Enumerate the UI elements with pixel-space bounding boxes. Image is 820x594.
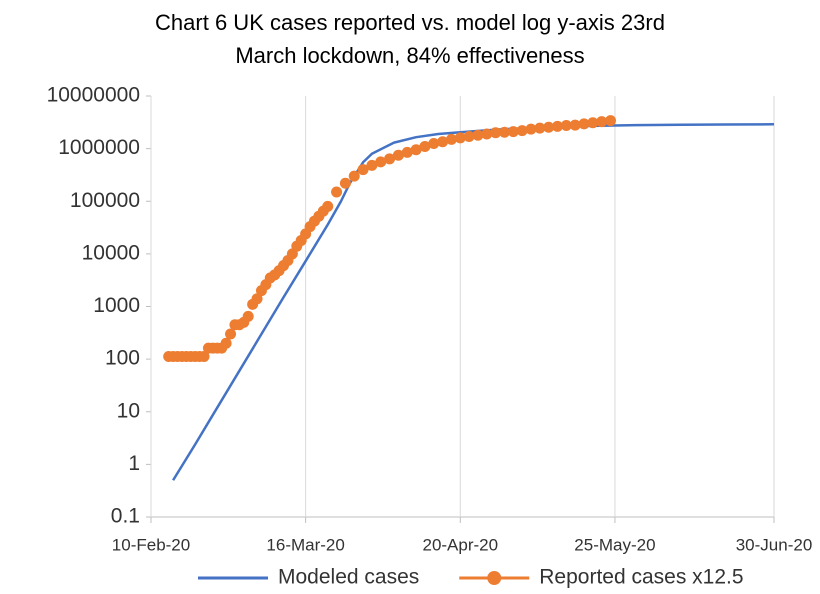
y-tick-label: 1 bbox=[128, 452, 140, 475]
data-point bbox=[428, 138, 440, 150]
data-point bbox=[366, 159, 378, 171]
legend-item: Reported cases x12.5 bbox=[459, 566, 744, 589]
y-tick-label: 10000000 bbox=[47, 84, 140, 107]
data-point bbox=[454, 132, 466, 144]
data-point bbox=[569, 119, 581, 131]
y-tick-label: 100000 bbox=[70, 189, 140, 212]
x-tick-label: 16-Mar-20 bbox=[266, 535, 344, 554]
data-point bbox=[251, 293, 263, 305]
data-point bbox=[392, 149, 404, 161]
data-point bbox=[551, 120, 563, 132]
data-point bbox=[331, 186, 343, 198]
data-point bbox=[419, 140, 431, 152]
data-point bbox=[472, 129, 484, 141]
data-point bbox=[596, 116, 608, 128]
legend-item: Modeled cases bbox=[198, 566, 419, 589]
data-point bbox=[525, 123, 537, 135]
x-tick-label: 10-Feb-20 bbox=[112, 535, 190, 554]
legend-label: Modeled cases bbox=[278, 566, 419, 589]
y-tick-label: 0.1 bbox=[111, 505, 140, 528]
data-point bbox=[357, 164, 369, 176]
data-point bbox=[543, 121, 555, 133]
legend-label: Reported cases x12.5 bbox=[539, 566, 743, 589]
data-point bbox=[339, 177, 351, 189]
data-point bbox=[220, 337, 232, 349]
legend-marker bbox=[487, 571, 502, 585]
x-tick-label: 25-May-20 bbox=[574, 535, 655, 554]
data-point bbox=[507, 126, 519, 138]
data-point bbox=[384, 153, 396, 165]
data-point bbox=[498, 126, 510, 138]
data-line bbox=[172, 123, 775, 481]
data-point bbox=[198, 351, 210, 363]
data-point bbox=[375, 156, 387, 168]
y-tick-label: 1000000 bbox=[58, 136, 140, 159]
x-tick-label: 20-Apr-20 bbox=[422, 535, 498, 554]
data-point bbox=[410, 144, 422, 156]
data-point bbox=[578, 118, 590, 130]
data-point bbox=[242, 310, 254, 322]
data-point bbox=[401, 146, 413, 158]
data-point bbox=[437, 136, 449, 148]
data-point bbox=[481, 128, 493, 140]
data-point bbox=[225, 328, 237, 340]
data-point bbox=[490, 127, 502, 139]
y-tick-label: 10000 bbox=[82, 241, 140, 264]
data-point bbox=[534, 122, 546, 134]
y-tick-label: 10 bbox=[117, 399, 140, 422]
data-point bbox=[516, 125, 528, 137]
y-tick-label: 1000 bbox=[93, 294, 140, 317]
data-point bbox=[348, 170, 360, 182]
data-point bbox=[587, 117, 599, 129]
data-point bbox=[560, 120, 572, 132]
x-tick-label: 30-Jun-20 bbox=[736, 535, 813, 554]
data-point bbox=[445, 133, 457, 145]
data-point bbox=[322, 200, 334, 212]
data-point bbox=[463, 130, 475, 142]
y-tick-label: 100 bbox=[105, 347, 140, 370]
data-point bbox=[605, 115, 617, 127]
chart-title: Chart 6 UK cases reported vs. model log … bbox=[155, 10, 665, 68]
